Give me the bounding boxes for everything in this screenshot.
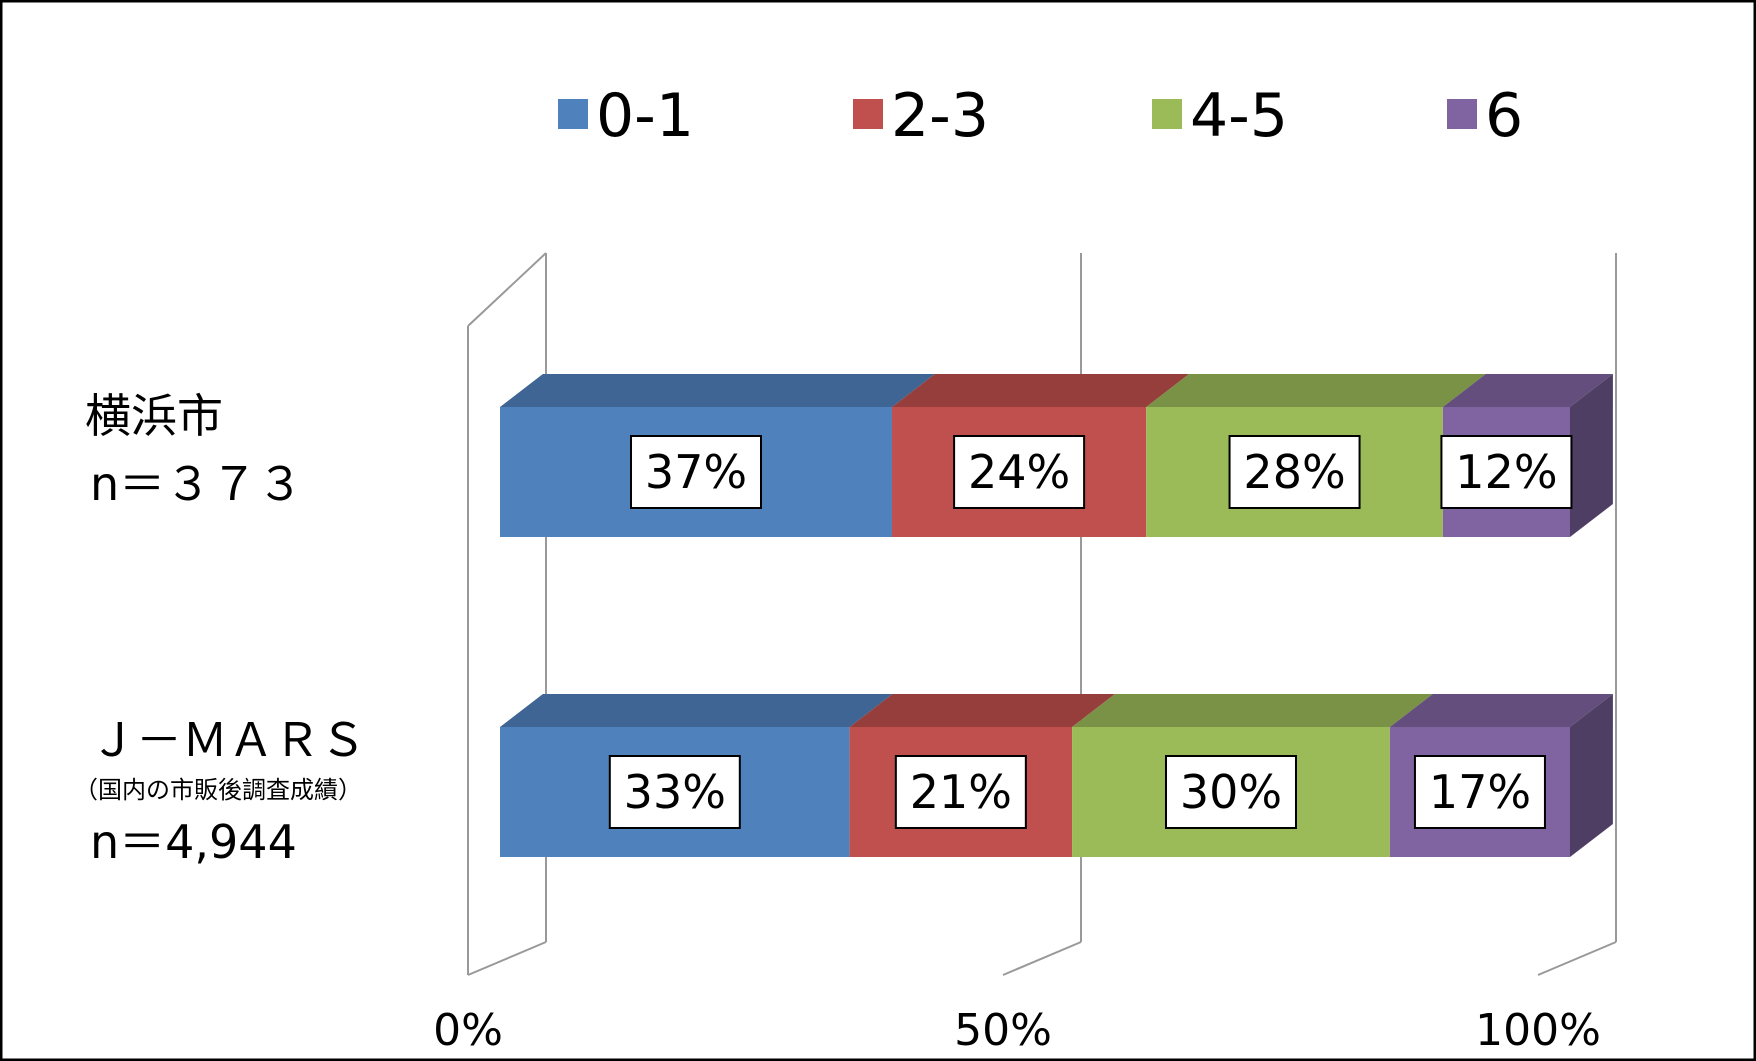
data-labels: 37% 24% 28% 12% 33% 21% 30% 17% <box>608 435 1573 829</box>
legend-swatch <box>558 99 588 129</box>
bar-top-face <box>1442 374 1613 407</box>
data-label: 37% <box>645 445 747 499</box>
category-label: n＝３７３ <box>90 457 303 511</box>
x-tick-label: 0% <box>433 1005 503 1056</box>
legend-swatch <box>853 99 883 129</box>
bar-top-face <box>1072 694 1433 727</box>
data-label: 33% <box>624 765 726 819</box>
x-axis-ticks: 0% 50% 100% <box>433 1005 1601 1056</box>
data-label: 28% <box>1243 445 1345 499</box>
legend-swatch <box>1152 99 1182 129</box>
data-label: 21% <box>910 765 1012 819</box>
category-label: Ｊ－ＭＡＲＳ <box>90 713 366 767</box>
legend-label: 4-5 <box>1190 81 1288 151</box>
data-label-box <box>953 435 1086 509</box>
grid-floor-line <box>1002 941 1082 976</box>
data-label-box <box>1228 435 1361 509</box>
bar-top-face <box>849 694 1115 727</box>
legend: 0-1 2-3 4-5 6 <box>558 81 1523 151</box>
grid-floor-line <box>1537 941 1617 976</box>
data-label-box <box>894 755 1027 829</box>
legend-swatch <box>1447 99 1477 129</box>
bar-top-face <box>500 374 935 407</box>
bar-top-face <box>500 694 893 727</box>
category-label: n＝4,944 <box>90 815 297 869</box>
bars <box>500 374 1613 857</box>
grid-side-wall-top <box>467 252 547 327</box>
data-label-box <box>1164 755 1297 829</box>
bar-top-face <box>891 374 1190 407</box>
bar-side-face <box>1570 374 1613 537</box>
data-label-box <box>1440 435 1573 509</box>
grid-floor-line <box>467 941 547 976</box>
data-label-box <box>1413 755 1546 829</box>
data-label: 30% <box>1180 765 1282 819</box>
data-label: 17% <box>1429 765 1531 819</box>
data-label-box <box>608 755 741 829</box>
category-label: 横浜市 <box>85 389 223 443</box>
legend-label: 2-3 <box>891 81 989 151</box>
data-label: 24% <box>968 445 1070 499</box>
bar-top-face <box>1146 374 1486 407</box>
legend-label: 6 <box>1485 81 1523 151</box>
bar-top-face <box>1389 694 1613 727</box>
category-label: （国内の市販後調査成績） <box>74 776 362 804</box>
bar-side-face <box>1570 694 1613 857</box>
legend-label: 0-1 <box>596 81 694 151</box>
x-tick-label: 50% <box>954 1005 1052 1056</box>
data-label-box <box>629 435 762 509</box>
x-tick-label: 100% <box>1475 1005 1601 1056</box>
data-label: 12% <box>1455 445 1557 499</box>
category-labels: 横浜市 n＝３７３ Ｊ－ＭＡＲＳ （国内の市販後調査成績） n＝4,944 <box>74 389 366 869</box>
